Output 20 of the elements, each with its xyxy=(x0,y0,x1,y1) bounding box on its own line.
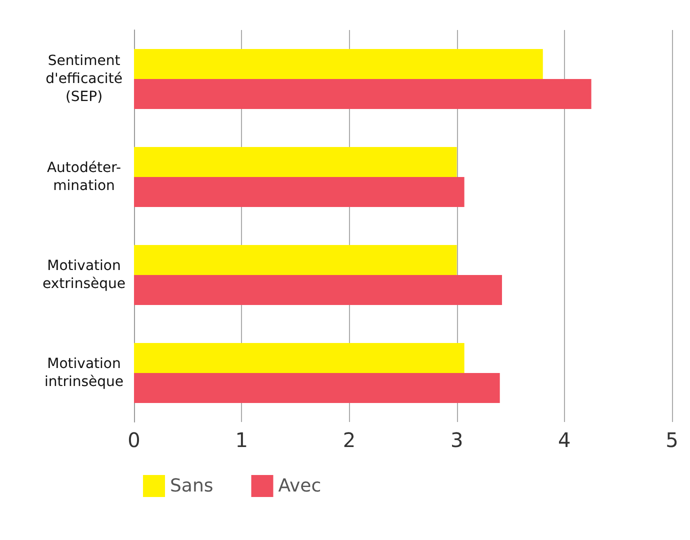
bar xyxy=(134,79,592,109)
legend-label: Avec xyxy=(278,476,322,496)
bar xyxy=(134,147,457,177)
y-tick-label: Motivation extrinsèque xyxy=(42,258,126,292)
bar xyxy=(134,343,464,373)
x-tick-label: 4 xyxy=(558,428,571,452)
bar xyxy=(134,373,500,403)
x-tick-label: 3 xyxy=(450,428,464,452)
x-tick-label: 1 xyxy=(235,428,248,452)
bar xyxy=(134,275,502,305)
y-tick-label: Autodéter- mination xyxy=(46,160,122,194)
x-tick-label: 2 xyxy=(342,428,356,452)
y-tick-label: Sentiment d'efficacité (SEP) xyxy=(46,53,122,105)
legend-label: Sans xyxy=(170,476,214,496)
y-tick-label: Motivation intrinsèque xyxy=(44,356,124,390)
bar xyxy=(134,49,543,79)
x-tick-label: 5 xyxy=(666,428,678,452)
bar xyxy=(134,245,457,275)
bar xyxy=(134,177,464,207)
x-tick-label: 0 xyxy=(128,428,140,452)
